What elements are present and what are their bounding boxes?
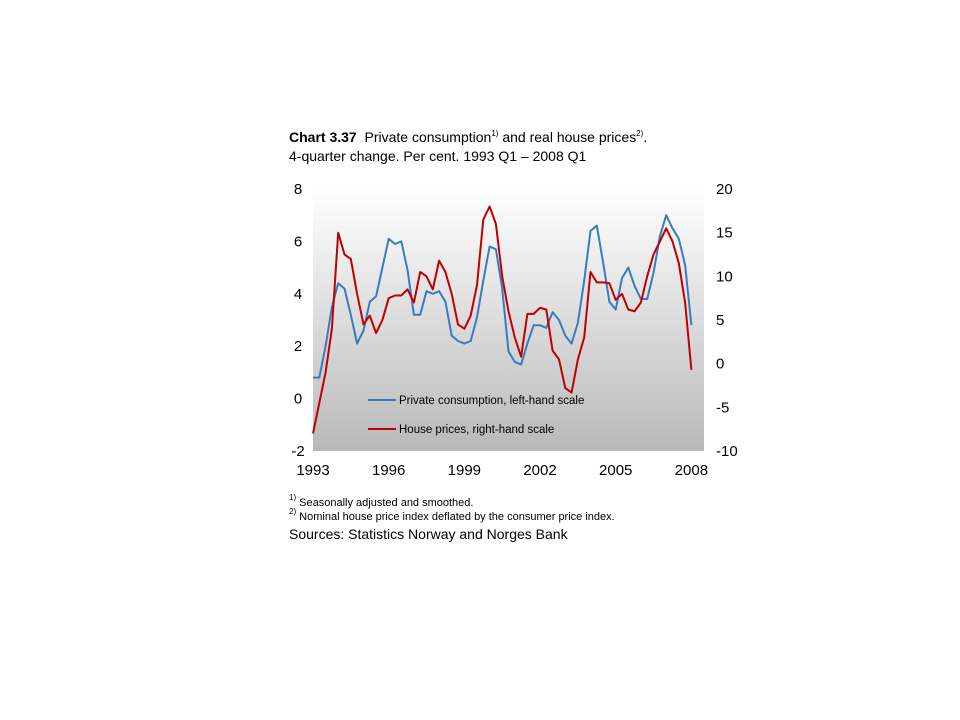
x-axis-ticks: 1993 1996 1999 2002 2005 2008	[296, 462, 708, 479]
x-tick-label: 1999	[448, 462, 481, 479]
sources-note: Sources: Statistics Norway and Norges Ba…	[289, 526, 568, 542]
legend-label-house-prices: House prices, right-hand scale	[399, 424, 554, 436]
x-tick-label: 1996	[372, 462, 405, 479]
y-left-tick-label: 4	[294, 286, 302, 303]
chart-title-line1: Chart 3.37 Private consumption1) and rea…	[289, 128, 647, 147]
y-left-axis-ticks: 8 6 4 2 0 -2	[291, 181, 304, 460]
x-tick-label: 2005	[599, 462, 632, 479]
legend-label-consumption: Private consumption, left-hand scale	[399, 395, 584, 407]
footnote-1-text: Seasonally adjusted and smoothed.	[296, 497, 474, 509]
footnotes: 1) Seasonally adjusted and smoothed. 2) …	[289, 493, 615, 524]
chart-title: Chart 3.37 Private consumption1) and rea…	[289, 128, 647, 166]
series-line-consumption	[313, 214, 693, 379]
y-right-tick-label: -5	[716, 399, 729, 416]
y-right-axis-ticks: 20 15 10 5 0 -5 -10	[716, 181, 738, 460]
footnote-1-mark: 1)	[289, 493, 297, 502]
y-left-tick-label: -2	[291, 443, 304, 460]
y-right-tick-label: 0	[716, 356, 724, 373]
title-part-period: .	[643, 129, 648, 145]
x-tick-label: 1993	[296, 462, 329, 479]
footnote-2: 2) Nominal house price index deflated by…	[289, 507, 615, 524]
title-part-house-prices: and real house prices	[498, 129, 637, 145]
title-footnote-mark-1: 1)	[491, 129, 499, 138]
y-right-tick-label: 20	[716, 181, 733, 198]
footnote-2-text: Nominal house price index deflated by th…	[296, 511, 615, 523]
y-right-tick-label: 10	[716, 268, 733, 285]
y-left-tick-label: 8	[294, 181, 302, 198]
series-line-house-prices	[312, 205, 693, 434]
plot-area	[313, 189, 704, 451]
y-left-tick-label: 0	[294, 391, 302, 408]
y-right-tick-label: 15	[716, 225, 733, 242]
y-right-tick-label: -10	[716, 443, 738, 460]
x-tick-label: 2008	[675, 462, 708, 479]
y-left-tick-label: 6	[294, 233, 302, 250]
footnote-1: 1) Seasonally adjusted and smoothed.	[289, 493, 615, 510]
title-footnote-mark-2: 2)	[636, 129, 644, 138]
x-tick-label: 2002	[523, 462, 556, 479]
chart-subtitle: 4-quarter change. Per cent. 1993 Q1 – 20…	[289, 148, 587, 164]
y-right-tick-label: 5	[716, 312, 724, 329]
footnote-2-mark: 2)	[289, 507, 297, 516]
series-lines	[312, 205, 693, 434]
title-part-consumption: Private consumption	[364, 129, 492, 145]
y-left-tick-label: 2	[294, 338, 302, 355]
chart-number: Chart 3.37	[289, 129, 357, 145]
legend: Private consumption, left-hand scale Hou…	[368, 395, 584, 436]
